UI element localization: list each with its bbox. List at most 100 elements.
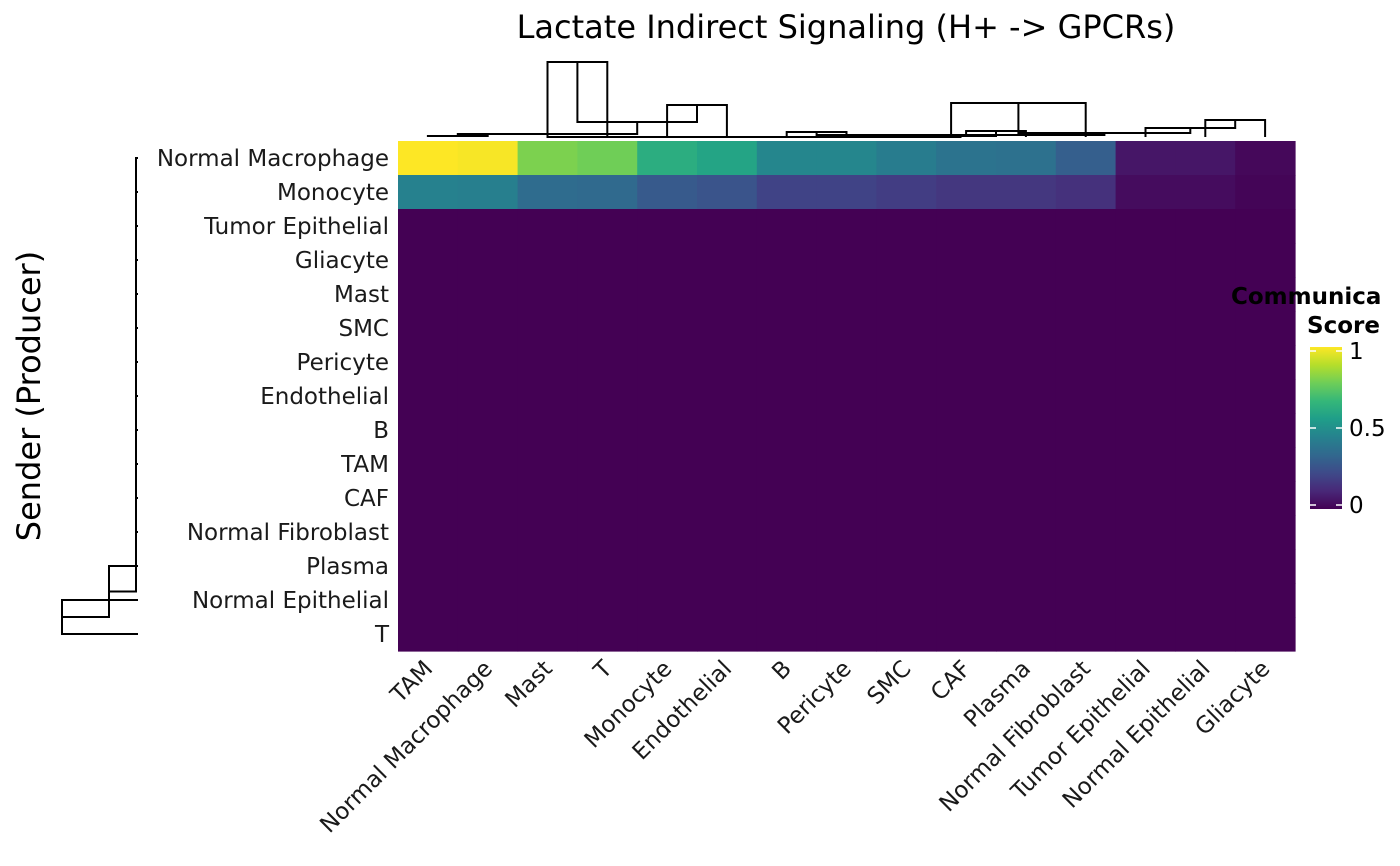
heatmap-cell (577, 345, 638, 380)
heatmap-cell (697, 549, 758, 584)
heatmap-cell (697, 413, 758, 448)
heatmap-cell (876, 243, 937, 278)
heatmap-cell (517, 379, 578, 414)
heatmap-cell (756, 141, 818, 176)
heatmap-cell (1235, 447, 1296, 482)
heatmap-cell (577, 549, 638, 584)
heatmap-cell (457, 583, 519, 618)
heatmap-cell (1115, 379, 1176, 414)
heatmap-cell (637, 141, 698, 176)
heatmap-cell (457, 549, 519, 584)
heatmap-cell (398, 277, 459, 312)
heatmap-cell (1115, 141, 1176, 176)
heatmap-cell (697, 617, 758, 652)
heatmap-cell (876, 277, 937, 312)
heatmap-cell (1175, 515, 1236, 550)
heatmap-cell (517, 311, 578, 346)
heatmap-cell (637, 447, 698, 482)
row-label: B (373, 418, 389, 444)
heatmap-cell (517, 277, 578, 312)
heatmap-cell (1055, 413, 1117, 448)
heatmap-cell (756, 447, 818, 482)
heatmap-cell (517, 413, 578, 448)
row-label: T (374, 622, 390, 648)
heatmap-cell (816, 617, 877, 652)
heatmap-cell (996, 549, 1057, 584)
heatmap-cell (936, 243, 997, 278)
heatmap-cell (1175, 549, 1236, 584)
heatmap-cell (876, 583, 937, 618)
heatmap-cell (1235, 277, 1296, 312)
heatmap-cell (398, 209, 459, 244)
heatmap-cell (1115, 209, 1176, 244)
heatmap-cell (697, 243, 758, 278)
heatmap-cell (996, 311, 1057, 346)
row-label: Normal Macrophage (157, 146, 389, 172)
heatmap-cell (996, 583, 1057, 618)
dendrogram-branch (426, 135, 489, 137)
heatmap-cell (517, 141, 578, 176)
heatmap-cell (1235, 583, 1296, 618)
heatmap-cell (816, 345, 877, 380)
heatmap-cell (1055, 583, 1117, 618)
heatmap-cell (637, 617, 698, 652)
row-label: TAM (340, 452, 389, 478)
heatmap-cell (936, 379, 997, 414)
heatmap-cell (637, 583, 698, 618)
heatmap-cell (398, 175, 459, 210)
row-label: Plasma (306, 554, 389, 580)
heatmap-cell (996, 379, 1057, 414)
heatmap-cell (816, 413, 877, 448)
heatmap-cell (936, 277, 997, 312)
heatmap-cell (1175, 447, 1236, 482)
heatmap-cell (1175, 583, 1236, 618)
dendrogram-branch (109, 531, 138, 593)
heatmap-cell (1115, 243, 1176, 278)
heatmap-cell (1055, 447, 1117, 482)
heatmap-cell (1055, 515, 1117, 550)
heatmap-cell (756, 311, 818, 346)
heatmap-cell (1055, 175, 1117, 210)
heatmap-cell (697, 277, 758, 312)
heatmap-cell (1235, 481, 1296, 516)
heatmap-cell (996, 243, 1057, 278)
row-labels: Normal Macrophage Monocyte Tumor Epithelia… (157, 146, 390, 648)
heatmap-cell (577, 175, 638, 210)
heatmap-cell (936, 175, 997, 210)
heatmap-cell (697, 379, 758, 414)
heatmap-cell (517, 345, 578, 380)
heatmap-cell (398, 447, 459, 482)
heatmap-cell (1235, 209, 1296, 244)
heatmap-cell (816, 481, 877, 516)
heatmap-cell (1235, 243, 1296, 278)
heatmap-cell (517, 515, 578, 550)
row-label: Gliacyte (295, 248, 389, 274)
heatmap-cell (1235, 141, 1296, 176)
heatmap-cell (996, 515, 1057, 550)
heatmap-cell (398, 379, 459, 414)
legend-title-line-1: Communica (1231, 284, 1381, 310)
legend-tick-label: 0.5 (1349, 416, 1386, 442)
heatmap-cell (756, 345, 818, 380)
heatmap-cell (457, 481, 519, 516)
heatmap-cell (577, 413, 638, 448)
heatmap-cell (457, 379, 519, 414)
heatmap-cell (637, 243, 698, 278)
heatmap-cell (936, 209, 997, 244)
heatmap-cell (457, 345, 519, 380)
heatmap-cell (1175, 311, 1236, 346)
heatmap-cell (756, 413, 818, 448)
heatmap-cell (577, 141, 638, 176)
heatmap-cell (457, 277, 519, 312)
heatmap-cell (996, 345, 1057, 380)
y-axis-label: Sender (Producer) (10, 251, 48, 541)
heatmap-cell (756, 175, 818, 210)
legend-title-line-2: Score (1307, 313, 1380, 339)
heatmap-cell (1055, 141, 1117, 176)
heatmap-cell (936, 141, 997, 176)
heatmap-cell (876, 209, 937, 244)
heatmap-cell (1055, 345, 1117, 380)
heatmap-cell (756, 617, 818, 652)
heatmap-cell (637, 481, 698, 516)
heatmap-cell (936, 413, 997, 448)
